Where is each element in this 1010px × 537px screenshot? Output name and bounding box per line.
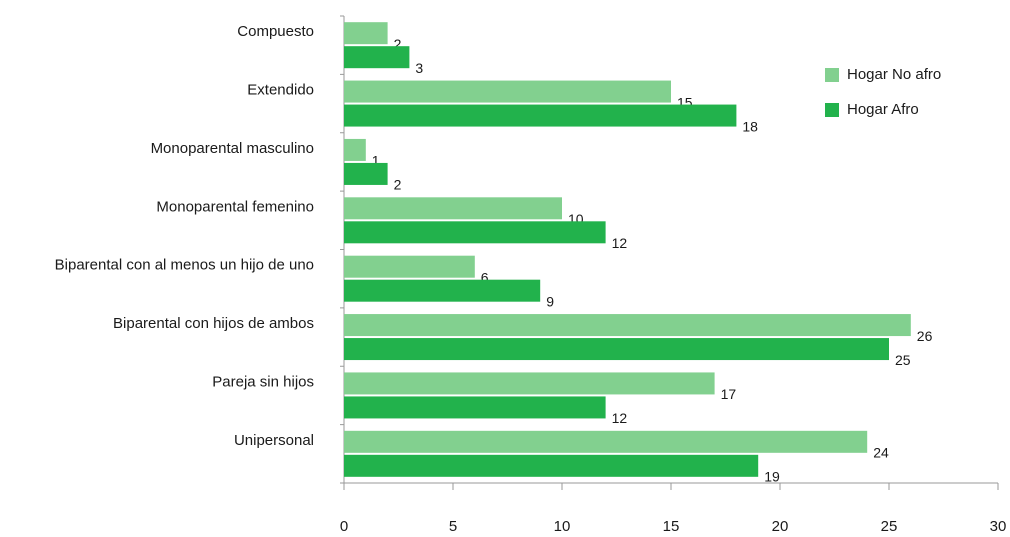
legend-label: Hogar No afro bbox=[847, 66, 941, 83]
data-label: 19 bbox=[764, 469, 780, 485]
bar bbox=[344, 314, 911, 337]
data-label: 9 bbox=[546, 293, 554, 309]
data-label: 6 bbox=[481, 269, 489, 285]
x-tick-label: 0 bbox=[340, 518, 348, 535]
bar bbox=[344, 80, 671, 103]
y-tick-label: Biparental con al menos un hijo de uno bbox=[55, 257, 314, 274]
legend-label: Hogar Afro bbox=[847, 101, 919, 118]
data-label: 2 bbox=[394, 36, 402, 52]
y-tick-label: Monoparental femenino bbox=[156, 198, 314, 215]
bar bbox=[344, 197, 562, 220]
x-tick-label: 15 bbox=[663, 518, 680, 535]
y-tick-label: Pareja sin hijos bbox=[212, 373, 314, 390]
data-label: 12 bbox=[612, 410, 628, 426]
bar bbox=[344, 138, 366, 161]
data-label: 2 bbox=[394, 177, 402, 193]
legend-swatch bbox=[825, 68, 839, 82]
x-tick-label: 25 bbox=[881, 518, 898, 535]
data-label: 12 bbox=[612, 235, 628, 251]
bar bbox=[344, 430, 868, 453]
data-label: 24 bbox=[873, 445, 889, 461]
x-tick-label: 5 bbox=[449, 518, 457, 535]
data-label: 1 bbox=[372, 153, 380, 169]
y-tick-label: Monoparental masculino bbox=[151, 140, 314, 157]
bar bbox=[344, 279, 541, 302]
data-label: 17 bbox=[721, 386, 737, 402]
bar bbox=[344, 104, 737, 127]
bar bbox=[344, 372, 715, 395]
bar bbox=[344, 221, 606, 244]
bar bbox=[344, 22, 388, 45]
bar bbox=[344, 396, 606, 419]
y-tick-label: Biparental con hijos de ambos bbox=[113, 315, 314, 332]
legend-swatch bbox=[825, 103, 839, 117]
y-tick-label: Compuesto bbox=[237, 23, 314, 40]
data-label: 3 bbox=[415, 60, 423, 76]
x-tick-label: 10 bbox=[554, 518, 571, 535]
data-label: 26 bbox=[917, 328, 933, 344]
bar bbox=[344, 46, 410, 69]
data-label: 18 bbox=[742, 118, 758, 134]
bar bbox=[344, 454, 759, 477]
bar bbox=[344, 162, 388, 185]
bar bbox=[344, 255, 475, 278]
x-tick-label: 30 bbox=[990, 518, 1007, 535]
y-tick-label: Unipersonal bbox=[234, 432, 314, 449]
x-tick-label: 20 bbox=[772, 518, 789, 535]
bar bbox=[344, 338, 889, 361]
y-tick-label: Extendido bbox=[247, 82, 314, 99]
data-label: 25 bbox=[895, 352, 911, 368]
